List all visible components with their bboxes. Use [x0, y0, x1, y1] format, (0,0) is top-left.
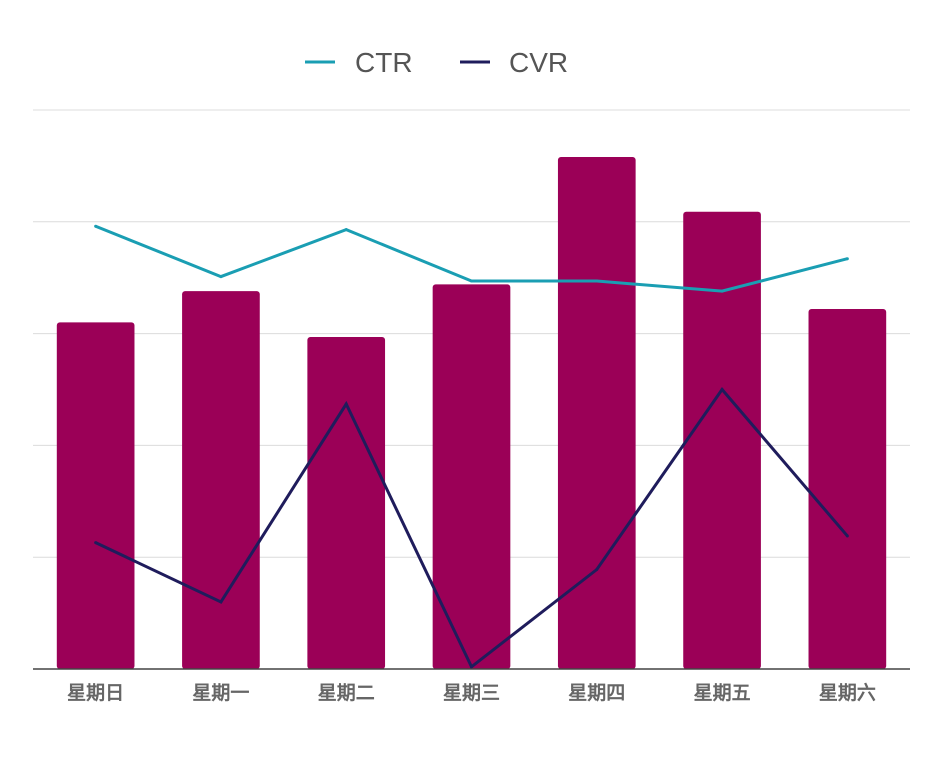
legend-item-ctr: CTR [305, 47, 413, 78]
point-ctr-1 [94, 224, 98, 228]
legend: CTR CVR [305, 47, 568, 78]
bar-2 [182, 291, 260, 669]
point-cvr-3 [344, 402, 348, 406]
x-tick-label: 星期四 [568, 682, 625, 704]
point-ctr-5 [595, 279, 599, 283]
point-cvr-1 [94, 541, 98, 545]
x-tick-label: 星期日 [67, 682, 124, 704]
x-axis-tick-labels: 星期日 星期一 星期二 星期三 星期四 星期五 星期六 [67, 681, 876, 704]
x-tick-label: 星期六 [819, 681, 876, 704]
point-ctr-2 [219, 275, 223, 279]
bar-series [56, 156, 887, 669]
point-ctr-7 [845, 257, 849, 261]
point-cvr-6 [720, 388, 724, 391]
legend-item-cvr: CVR [460, 47, 568, 78]
x-tick-label: 星期一 [192, 682, 249, 704]
bar-6 [683, 211, 761, 669]
x-tick-label: 星期二 [318, 682, 375, 704]
bar-7 [808, 309, 887, 669]
bar-4 [432, 284, 511, 669]
point-cvr-2 [219, 600, 223, 604]
point-cvr-5 [595, 567, 599, 571]
x-tick-label: 星期三 [443, 682, 500, 704]
point-ctr-3 [344, 228, 348, 232]
legend-label-cvr: CVR [509, 47, 568, 78]
bar-1 [56, 322, 135, 669]
point-cvr-4 [470, 665, 473, 669]
legend-label-ctr: CTR [355, 47, 413, 78]
point-ctr-6 [720, 289, 724, 293]
point-ctr-4 [470, 279, 473, 283]
bar-3 [307, 336, 386, 669]
point-cvr-7 [845, 534, 849, 538]
line-series [94, 224, 849, 670]
x-tick-label: 星期五 [694, 682, 751, 704]
